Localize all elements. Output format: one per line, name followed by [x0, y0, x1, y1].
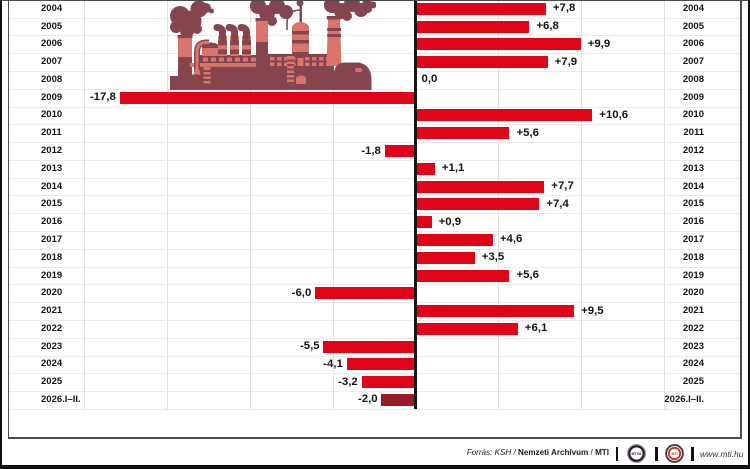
svg-text:MTVA: MTVA — [631, 452, 641, 456]
svg-text:MTI: MTI — [672, 451, 678, 455]
